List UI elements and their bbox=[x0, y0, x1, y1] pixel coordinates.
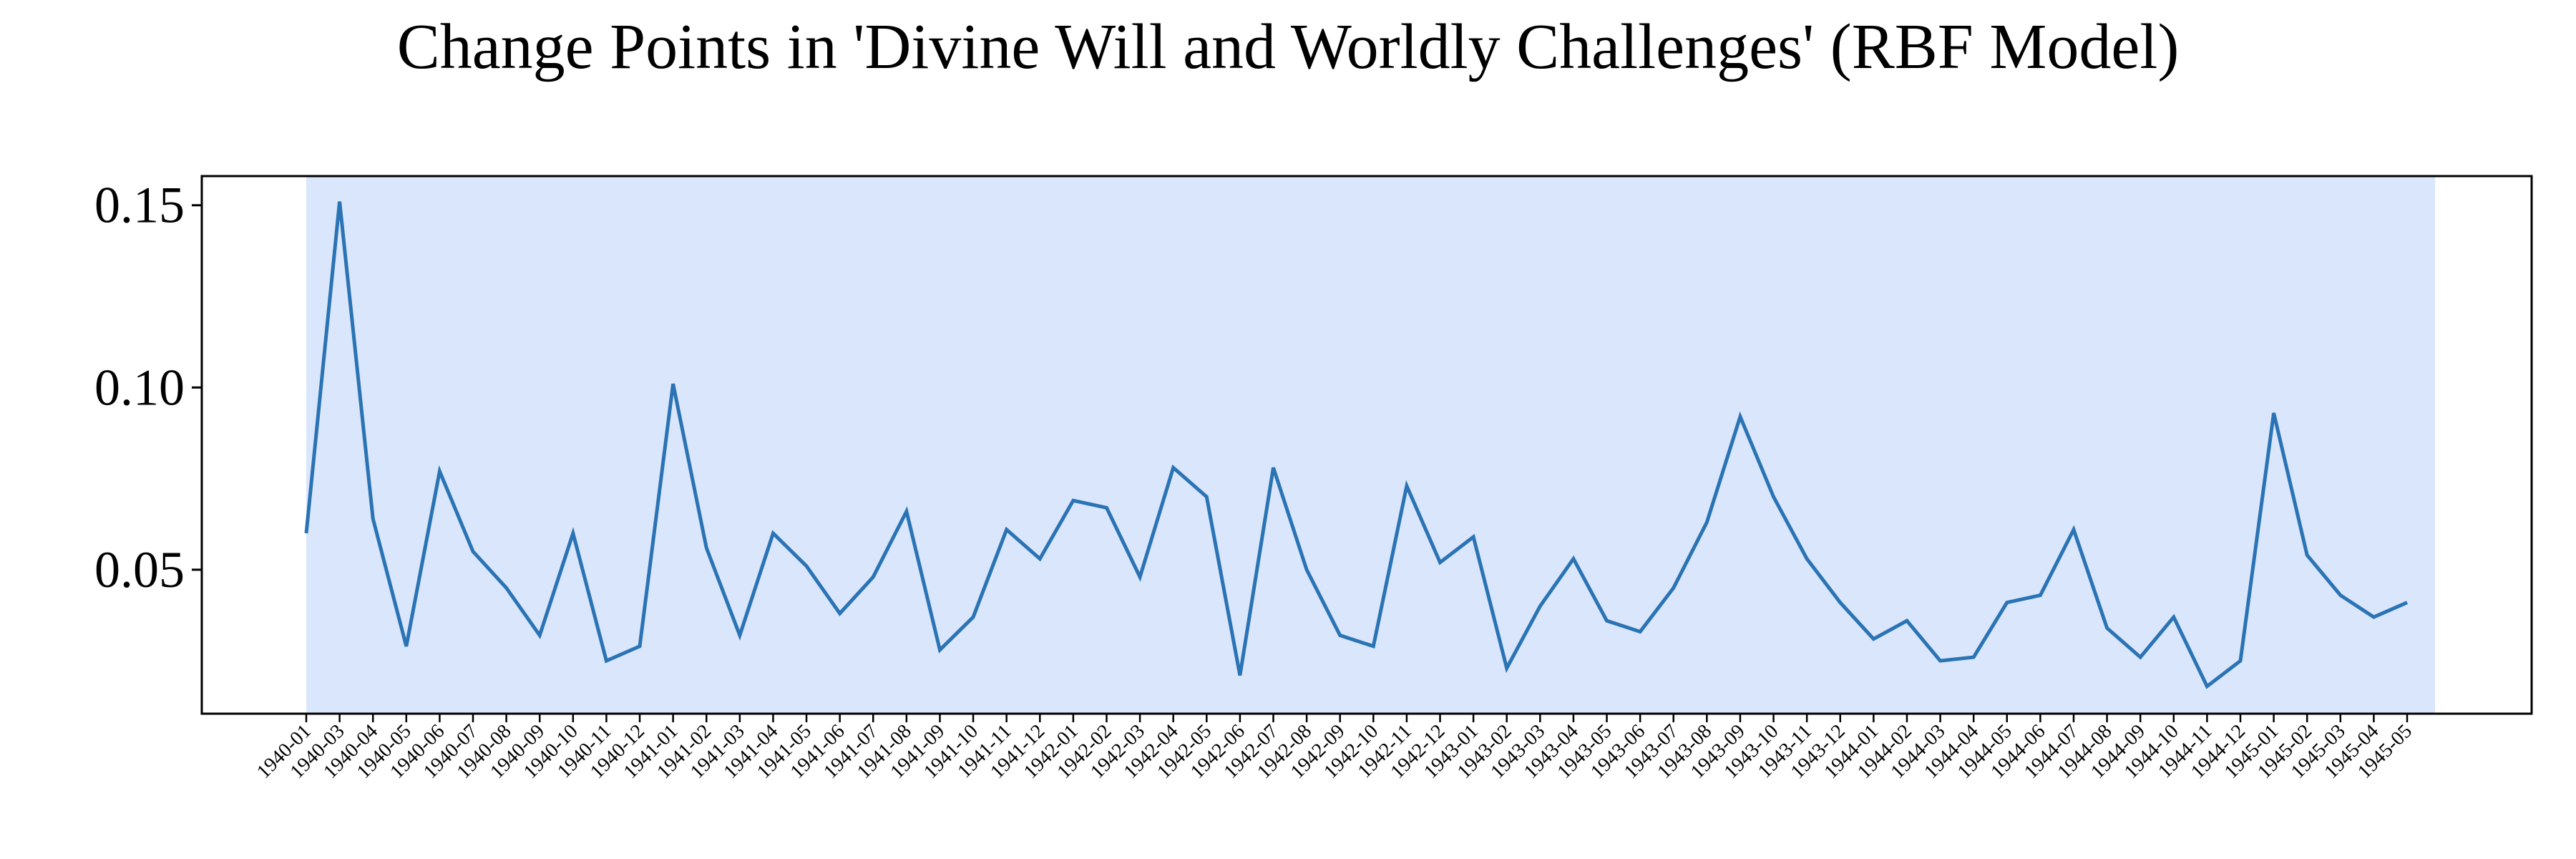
y-tick-label: 0.05 bbox=[94, 541, 185, 598]
plot-frame bbox=[200, 175, 2533, 715]
chart-title: Change Points in 'Divine Will and Worldl… bbox=[396, 11, 2180, 82]
x-axis: 1940-011940-031940-041940-051940-061940-… bbox=[253, 714, 2416, 783]
y-tick-label: 0.10 bbox=[94, 359, 185, 416]
y-axis: 0.05 0.10 0.15 bbox=[94, 177, 202, 598]
shaded-region bbox=[306, 176, 2436, 714]
y-tick-label: 0.15 bbox=[94, 177, 185, 234]
series-line bbox=[304, 201, 2409, 689]
